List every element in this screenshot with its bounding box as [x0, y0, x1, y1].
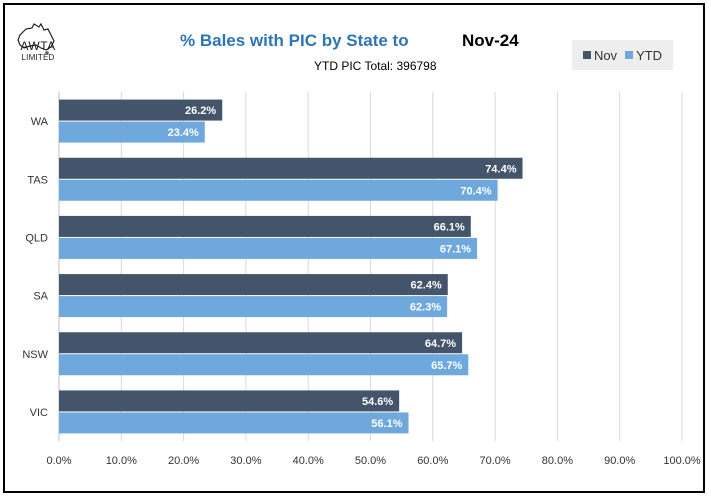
data-label: 54.6%	[362, 396, 393, 408]
x-tick-label: 70.0%	[479, 455, 510, 467]
australia-map-icon	[17, 22, 55, 55]
logo-sub: LIMITED	[21, 53, 55, 62]
y-tick-label: NSW	[22, 349, 48, 361]
y-tick-label: WA	[31, 116, 49, 128]
data-label: 62.3%	[410, 302, 441, 314]
data-label: 67.1%	[440, 243, 471, 255]
bar-ytd	[59, 412, 409, 434]
x-tick-label: 10.0%	[106, 455, 137, 467]
x-tick-label: 0.0%	[46, 455, 71, 467]
chart-period: Nov-24	[462, 31, 519, 50]
x-tick-label: 80.0%	[542, 455, 573, 467]
bar-ytd	[59, 121, 205, 143]
bar-ytd	[59, 354, 469, 376]
y-tick-label: SA	[33, 291, 48, 303]
logo-name: AWTA	[20, 39, 56, 53]
x-tick-label: 50.0%	[355, 455, 386, 467]
bar-nov	[59, 99, 223, 121]
legend-item-nov: Nov	[582, 47, 618, 63]
data-label: 64.7%	[425, 338, 456, 350]
data-label: 23.4%	[168, 127, 199, 139]
legend-label-ytd: YTD	[636, 47, 663, 63]
x-tick-label: 30.0%	[230, 455, 261, 467]
bar-nov	[59, 390, 400, 412]
bar-ytd	[59, 296, 448, 318]
x-tick-label: 100.0%	[663, 455, 701, 467]
y-tick-label: VIC	[30, 407, 48, 419]
bar-nov	[59, 215, 471, 237]
data-label: 74.4%	[485, 163, 516, 175]
logo: AWTA LIMITED	[12, 40, 64, 64]
data-label: 66.1%	[434, 221, 465, 233]
legend-label-nov: Nov	[593, 47, 618, 63]
x-tick-label: 90.0%	[604, 455, 635, 467]
bar-nov	[59, 157, 523, 179]
y-tick-label: QLD	[25, 232, 48, 244]
data-label: 70.4%	[460, 185, 491, 197]
x-tick-label: 40.0%	[293, 455, 324, 467]
chart-subtitle: YTD PIC Total: 396798	[314, 59, 437, 73]
data-label: 26.2%	[185, 105, 216, 117]
legend-item-ytd: YTD	[625, 48, 662, 63]
chart-title: % Bales with PIC by State to	[180, 31, 409, 50]
legend-swatch-ytd	[625, 51, 634, 59]
data-label: 56.1%	[371, 418, 402, 430]
y-tick-label: TAS	[27, 174, 48, 186]
legend: Nov YTD	[572, 40, 673, 70]
x-tick-label: 20.0%	[168, 455, 199, 467]
data-label: 62.4%	[411, 280, 442, 292]
data-label: 65.7%	[431, 360, 462, 372]
legend-swatch-nov	[582, 51, 591, 59]
bar-ytd	[59, 179, 498, 201]
bar-ytd	[59, 237, 478, 259]
x-tick-label: 60.0%	[417, 455, 448, 467]
bar-nov	[59, 332, 463, 354]
bar-nov	[59, 274, 448, 296]
